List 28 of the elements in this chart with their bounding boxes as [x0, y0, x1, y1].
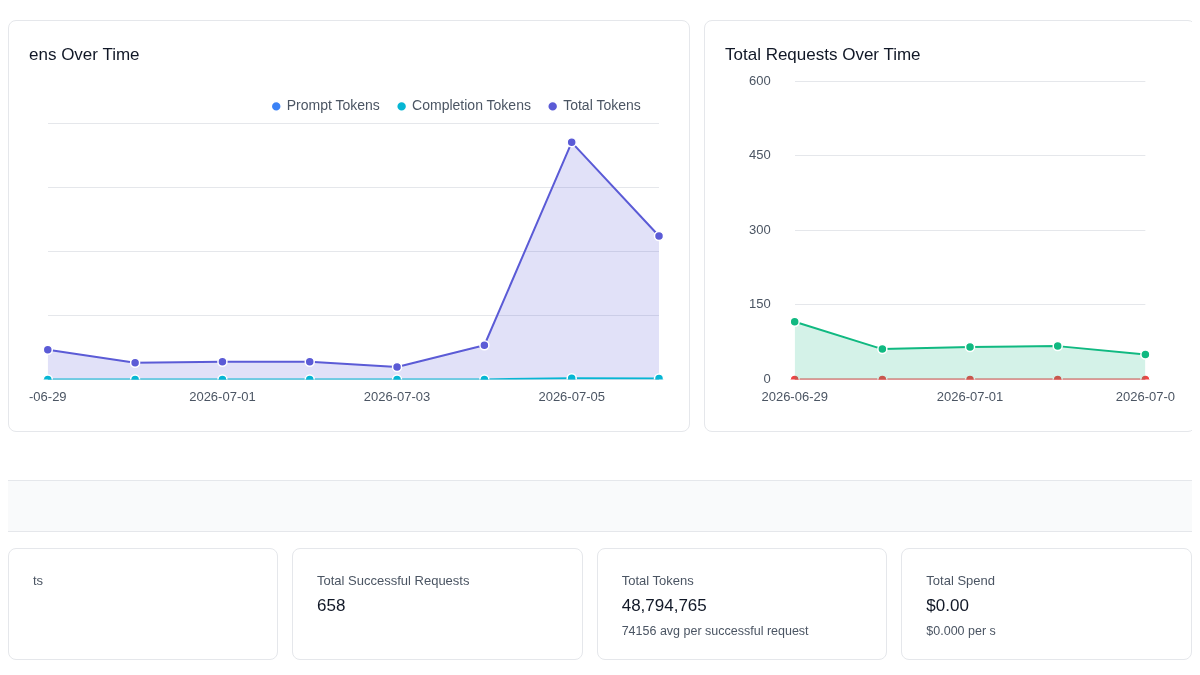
- x-tick-label: -06-29: [29, 388, 67, 404]
- point: [479, 340, 490, 351]
- text: Total Tokens: [621, 573, 695, 588]
- x-tick-label: 2026-07-01: [936, 388, 1004, 404]
- y-tick-label: 450: [748, 147, 771, 163]
- text: $0.00: [926, 596, 970, 616]
- x-tick-label: 2026-06-29: [761, 388, 828, 404]
- x-tick-label: 2026-07-05: [538, 388, 605, 404]
- text: 658: [317, 596, 347, 616]
- text: $0.000 per s: [926, 624, 997, 638]
- y-tick-label: 150: [748, 296, 771, 312]
- legend-label: Prompt Tokens: [286, 97, 380, 114]
- text: Total Successful Requests: [317, 573, 471, 588]
- legend-label: Completion Tokens: [412, 97, 531, 114]
- y-tick-label: 0: [763, 370, 771, 386]
- point: [566, 372, 577, 380]
- chart-title: Total Requests Over Time: [725, 44, 921, 64]
- chart-title: ens Over Time: [29, 44, 140, 64]
- text: 74156 avg per successful request: [621, 624, 810, 638]
- x-tick-label: 2026-07-0: [1115, 388, 1176, 404]
- text: ts: [33, 573, 45, 588]
- x-tick-label: 2026-07-01: [189, 388, 256, 404]
- text: 48,794,765: [621, 596, 708, 616]
- legend-label: Total Tokens: [563, 97, 641, 114]
- text: Total Spend: [926, 573, 996, 588]
- x-tick-label: 2026-07-03: [363, 388, 431, 404]
- y-tick-label: 600: [748, 72, 771, 88]
- y-tick-label: 300: [748, 221, 771, 237]
